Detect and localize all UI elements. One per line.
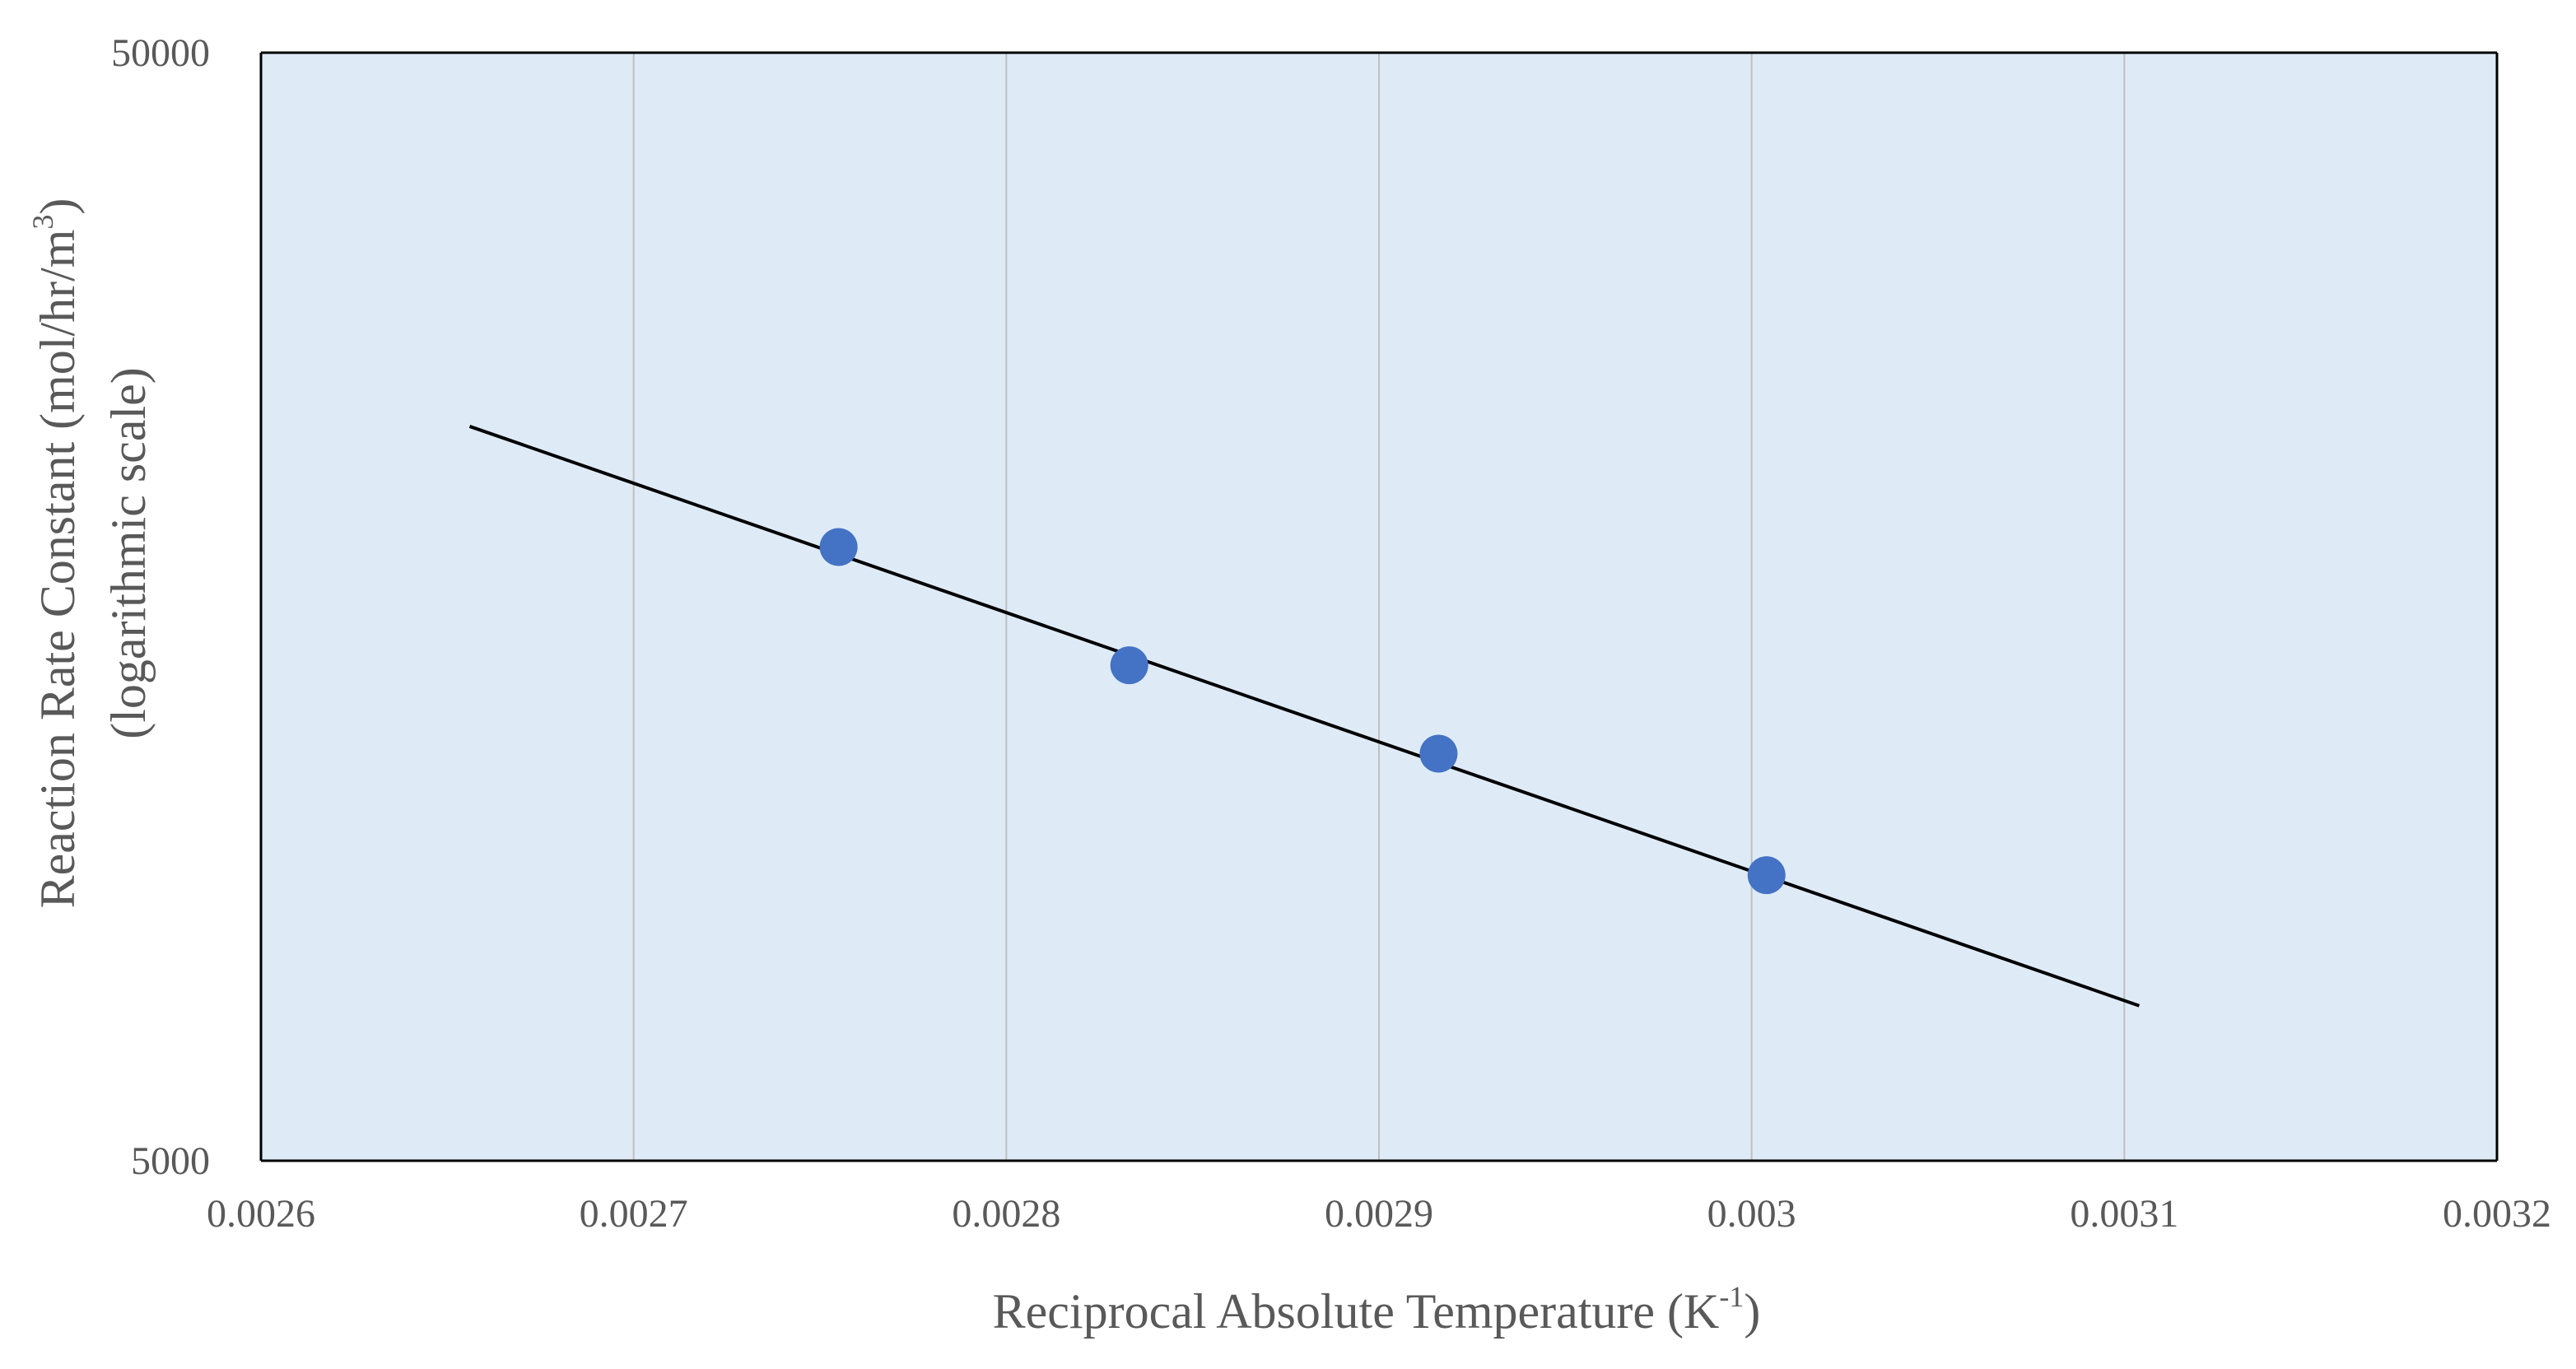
x-axis-title-superscript: -1 — [1719, 1280, 1744, 1313]
y-tick-label: 5000 — [131, 1139, 210, 1183]
y-axis-title-line1-superscript: 3 — [26, 215, 59, 230]
y-axis-title-line1: Reaction Rate Constant (mol/hr/m3) — [26, 198, 85, 909]
x-tick-label: 0.0028 — [952, 1192, 1060, 1236]
y-axis-title-line1-main: Reaction Rate Constant (mol/hr/m — [30, 230, 85, 909]
axes — [259, 51, 2499, 1162]
x-axis-title-suffix: ) — [1744, 1284, 1760, 1339]
gridlines — [632, 53, 2126, 1161]
x-tick-label: 0.0031 — [2070, 1192, 2178, 1236]
series — [468, 425, 2140, 1008]
x-tick-label: 0.0026 — [207, 1192, 315, 1236]
y-axis-title-line1-suffix: ) — [30, 198, 85, 215]
x-axis-title: Reciprocal Absolute Temperature (K-1) — [993, 1280, 1761, 1339]
y-axis-title: Reaction Rate Constant (mol/hr/m3) (loga… — [26, 198, 156, 909]
data-point — [1747, 856, 1786, 895]
trend-line — [468, 425, 2140, 1008]
tick-labels: 0.0026 0.0027 0.0028 0.0029 0.003 0.0031 0.003… — [111, 31, 2551, 1236]
y-tick-label: 50000 — [111, 31, 210, 75]
x-tick-label: 0.003 — [1707, 1192, 1796, 1236]
x-tick-label: 0.0027 — [580, 1192, 688, 1236]
y-axis-title-line2: (logarithmic scale) — [101, 367, 156, 738]
data-point — [1419, 734, 1458, 773]
x-tick-label: 0.0029 — [1325, 1192, 1433, 1236]
x-tick-label: 0.0032 — [2443, 1192, 2551, 1236]
data-point — [819, 528, 858, 566]
x-axis-title-main: Reciprocal Absolute Temperature (K — [993, 1284, 1720, 1339]
data-point — [1110, 646, 1148, 685]
